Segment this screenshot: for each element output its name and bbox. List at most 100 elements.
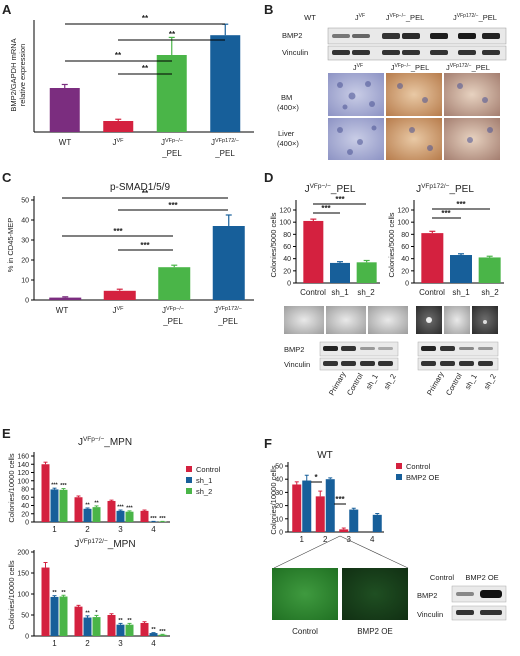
- panel-d-right-bar: [478, 257, 501, 283]
- panel-d-left-tick-label: 0: [287, 281, 291, 288]
- panel-f-bar: [325, 479, 335, 532]
- panel-f-tick-label: 0: [279, 530, 283, 537]
- panel-c-cat-jvfp172-2: _PEL: [217, 317, 238, 326]
- panel-f-bar: [292, 484, 302, 532]
- panel-e-bottom-sig: *: [95, 610, 98, 616]
- panel-e-bottom-bar: [116, 624, 125, 636]
- panel-c-sig-4: ***: [140, 241, 150, 250]
- panel-f-legend-swatch-oe: [396, 474, 402, 480]
- panel-b-lane-jvfp172: JVFp172/−_PEL: [453, 13, 497, 22]
- panel-e-bottom-sig: **: [61, 590, 66, 596]
- panel-a-bar: [49, 88, 80, 132]
- panel-e-bottom-tick-label: 50: [21, 613, 29, 620]
- panel-d-left-bar: [303, 220, 324, 283]
- panel-e-legend-swatch-control: [186, 466, 192, 472]
- panel-c-tick-label: 0: [25, 298, 29, 305]
- panel-e-bottom-sig: **: [127, 618, 132, 624]
- panel-e-bottom-sig: ***: [159, 629, 166, 635]
- panel-f-blot-lane-oe: BMP2 OE: [465, 573, 498, 582]
- panel-a-chart: BMP2/GAPDH mRNA relative expression WT J…: [9, 14, 254, 158]
- panel-f-blot-vinculin: Vinculin: [417, 610, 443, 619]
- panel-e-bottom-tick-label: 200: [17, 550, 29, 557]
- panel-e-bottom-bar: [59, 596, 68, 636]
- panel-f-tick-label: 20: [275, 503, 283, 510]
- panel-e-bottom-tick-label: 100: [17, 592, 29, 599]
- panel-c-bar: [49, 297, 82, 300]
- panel-f-tick-label: 50: [275, 464, 283, 471]
- panel-e-bottom-bar: [50, 596, 59, 636]
- panel-d-bands: [323, 346, 493, 366]
- panel-c-chart: p-SMAD1/5/9 % in CD45-MEP 0 10 20 30 40 50 WT…: [6, 182, 254, 326]
- panel-d-left-tick-label: 60: [283, 244, 291, 251]
- panel-e-bottom-bar: [140, 622, 149, 636]
- panel-e-bottom-sig: **: [118, 618, 123, 624]
- panel-e-bottom-bar: [149, 633, 158, 636]
- panel-a-cat-wt: WT: [59, 138, 72, 147]
- panel-e-legend-swatch-sh2: [186, 488, 192, 494]
- panel-a-bar: [103, 121, 134, 132]
- panel-f-sig-2: ***: [335, 495, 345, 504]
- panel-a-category-labels: WT JVF JVFp−/− _PEL JVFp172/− _PEL: [59, 138, 239, 158]
- panel-e-bottom-bar: [107, 615, 116, 636]
- panel-f-category: 3: [347, 535, 352, 544]
- panel-b-blot-vinculin: Vinculin: [282, 48, 308, 57]
- panel-e-bottom-sig: **: [151, 627, 156, 633]
- panel-f-tick-label: 10: [275, 516, 283, 523]
- panel-b-ihc-liver-jvfp: [386, 118, 442, 160]
- panel-e-top-tick-label: 100: [17, 478, 29, 485]
- panel-c-sig-3: ***: [113, 227, 123, 236]
- panel-a-ylabel-1: BMP2/GAPDH mRNA: [9, 38, 18, 111]
- panel-d-left-cat-sh1: sh_1: [331, 288, 349, 297]
- panel-b-ihc-nuclei: [337, 81, 493, 155]
- panel-d-left-bmp2-blot: [319, 341, 399, 357]
- panel-d-right-cat-sh1: sh_1: [452, 288, 470, 297]
- panel-e-bottom-category: 4: [151, 639, 156, 648]
- panel-d-left-lane-sh2: sh_2: [382, 372, 398, 391]
- panel-c-tick-label: 10: [21, 278, 29, 285]
- panel-e-top-bar: [74, 497, 83, 522]
- panel-e-legend-sh2: sh_2: [196, 487, 212, 496]
- panel-b-blot-bmp2: BMP2: [282, 31, 302, 40]
- panel-c-cat-wt: WT: [56, 306, 69, 315]
- panel-d-right-bar: [450, 255, 472, 283]
- panel-d-right-lane-control: Control: [444, 371, 464, 397]
- panel-e-top-tick-label: 40: [21, 503, 29, 510]
- panel-f-bar: [339, 529, 349, 532]
- panel-e-bottom-bar: [83, 617, 92, 636]
- panel-e-top-title: JVFp−/−_MPN: [78, 436, 132, 448]
- panel-c-bar: [103, 290, 136, 300]
- panel-e-bottom-tick-label: 150: [17, 571, 29, 578]
- panel-d-right-lane-primary: Primary: [425, 370, 446, 397]
- panel-d-left-vinculin-blot: [319, 357, 399, 371]
- panel-d-right-title: JVFp172/−_PEL: [416, 183, 474, 195]
- panel-d-left-tick-label: 120: [279, 208, 291, 215]
- panel-f-tick-label: 40: [275, 477, 283, 484]
- panel-c-bar: [158, 267, 191, 300]
- panel-e-bottom-sig: **: [52, 590, 57, 596]
- panel-letter-a: A: [2, 2, 12, 17]
- panel-e-top-tick-label: 140: [17, 462, 29, 469]
- panel-d-right-tick-label: 40: [401, 256, 409, 263]
- panel-b-lane-jvfp: JVFp−/−_PEL: [386, 13, 425, 22]
- panel-d-right-lane-sh2: sh_2: [482, 372, 498, 391]
- panel-c-cat-jvfp: JVFp−/−: [162, 306, 184, 315]
- panel-f-bar: [302, 480, 312, 532]
- panel-f-image-oe: [342, 568, 408, 620]
- panel-d-left-sig-2: ***: [321, 204, 331, 213]
- panel-d-right-cat-sh2: sh_2: [481, 288, 499, 297]
- panel-c-category-labels: WT JVF JVFp−/− _PEL JVFp172/− _PEL: [56, 306, 242, 326]
- panel-a-cat-jvf: JVF: [112, 138, 124, 147]
- panel-c-tick-label: 20: [21, 258, 29, 265]
- panel-e-top-sig: **: [94, 500, 99, 506]
- panel-d-significance: *** *** *** ***: [313, 195, 490, 219]
- panel-b-row-bm-mag: (400×): [277, 103, 299, 112]
- panel-a-sig-1: **: [142, 14, 149, 23]
- panel-f-zoom-line-left: [273, 535, 341, 569]
- panel-b-lane-jvf: JVF: [355, 13, 365, 22]
- panel-c-cat-jvfp172: JVFp172/−: [214, 306, 242, 315]
- panel-d-blot-vinculin: Vinculin: [284, 360, 310, 369]
- panel-a-bar: [210, 35, 241, 133]
- panel-e-top-bar: [107, 500, 116, 522]
